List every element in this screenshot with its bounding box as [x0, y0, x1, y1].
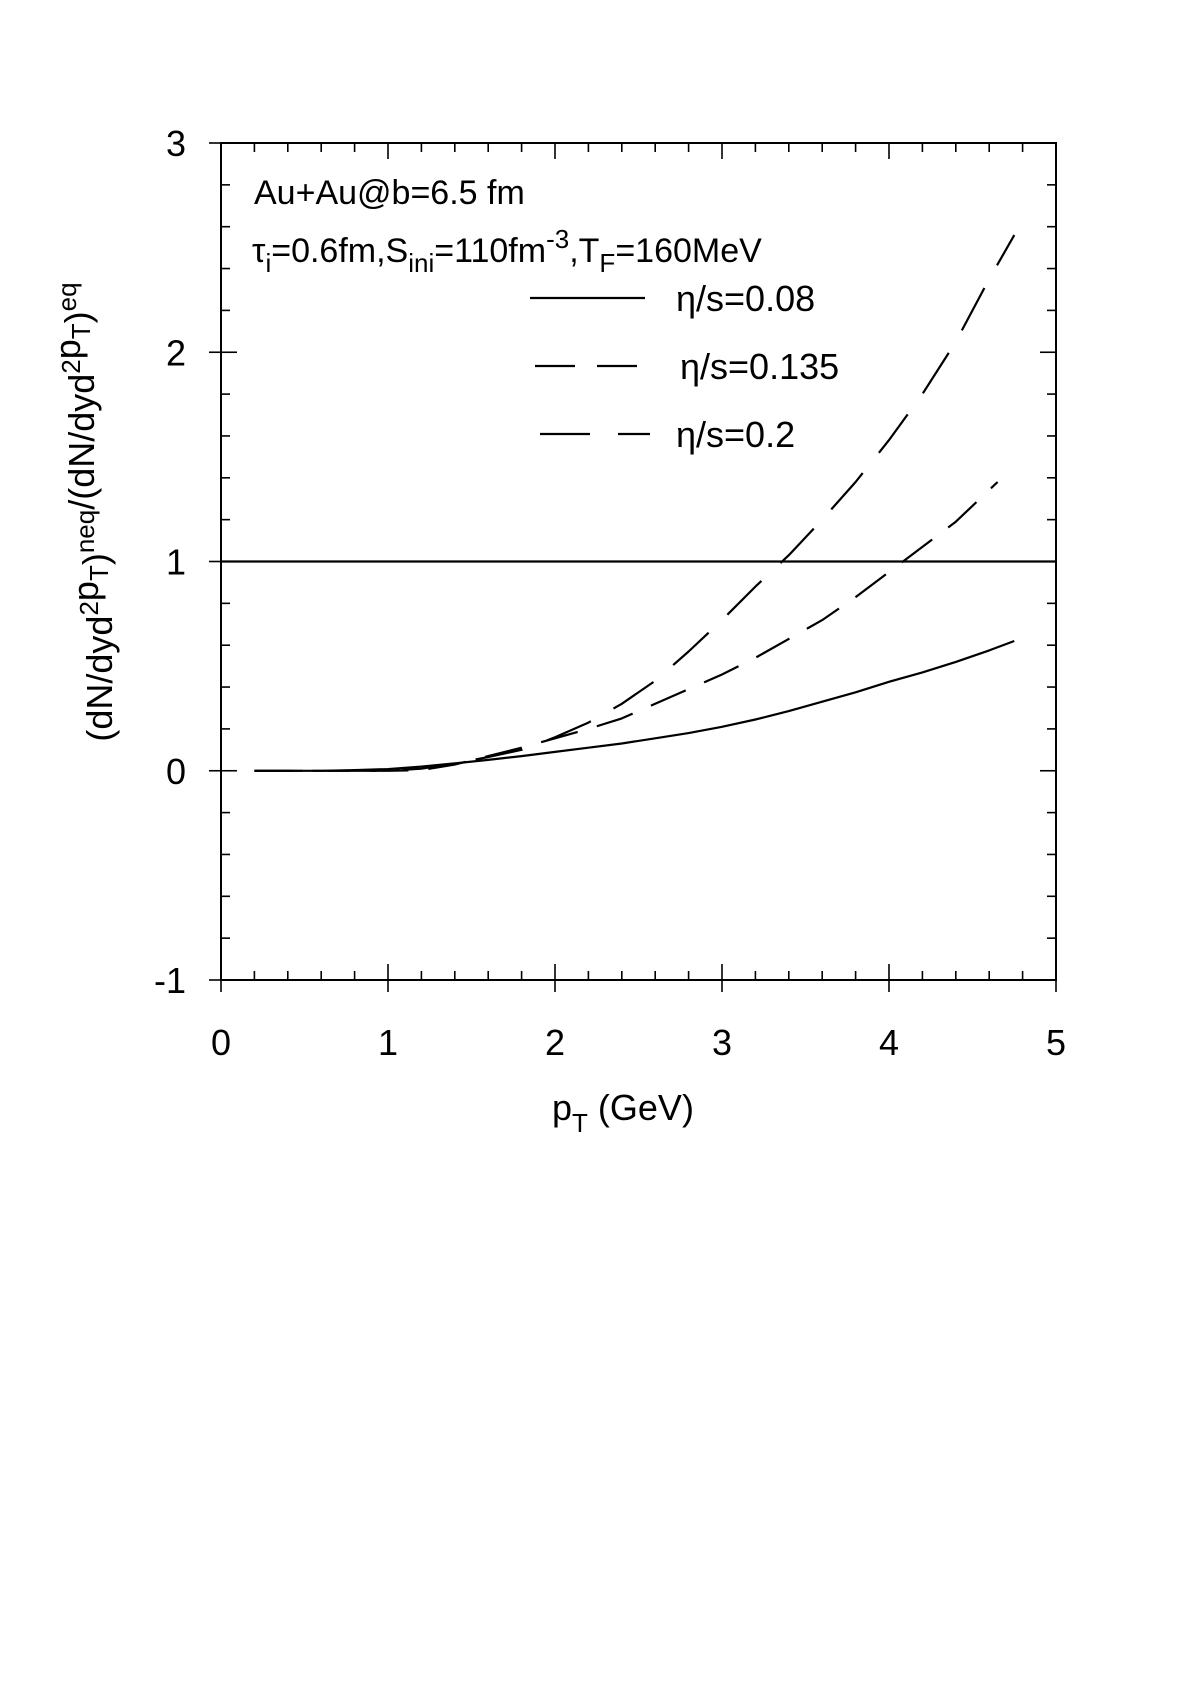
y-title-part-3: T: [84, 565, 114, 581]
legend: η/s=0.08 η/s=0.135 η/s=0.2: [530, 278, 839, 455]
y-title-part-0: (dN/dyd: [79, 616, 120, 742]
s-value-text: =110fm: [434, 232, 546, 270]
x-tick-label-4: 4: [879, 1022, 899, 1063]
tau-symbol: τ: [252, 232, 266, 270]
x-axis-title: pT (GeV): [552, 1087, 694, 1138]
y-title-part-10: ): [57, 311, 98, 323]
y-tick-label-2: 1: [166, 542, 186, 583]
x-title-main: p: [552, 1087, 572, 1128]
series-lines: [254, 234, 1016, 772]
s-subscript: ini: [408, 248, 434, 278]
y-tick-label-1: 0: [166, 751, 186, 792]
tick-labels: 0 1 2 3 4 5 -1 0 1 2 3: [154, 123, 1066, 1063]
y-title-part-8: p: [47, 339, 88, 359]
x-tick-label-0: 0: [211, 1022, 231, 1063]
tau-value-text: =0.6fm,S: [271, 232, 408, 270]
x-title-subscript: T: [572, 1108, 588, 1138]
y-tick-label-0: -1: [154, 960, 186, 1001]
x-tick-label-5: 5: [1046, 1022, 1066, 1063]
y-title-part-4: ): [75, 553, 116, 565]
s-unit-exponent: -3: [546, 224, 569, 254]
legend-label-0: η/s=0.08: [676, 278, 815, 319]
y-axis-title: (dN/dyd2pT)neq/(dN/dyd2pT)eq: [47, 282, 120, 741]
x-tick-label-2: 2: [545, 1022, 565, 1063]
t-value-text: =160MeV: [615, 232, 762, 270]
x-title-unit: (GeV): [588, 1087, 694, 1128]
t-subscript: F: [599, 248, 615, 278]
y-tick-label-4: 3: [166, 123, 186, 164]
annotation-parameters: τi=0.6fm,Sini=110fm-3,TF=160MeV: [252, 224, 762, 278]
tau-subscript: i: [265, 248, 271, 278]
series-line-2: [254, 234, 1016, 772]
y-tick-label-3: 2: [166, 332, 186, 373]
y-title-part-11: eq: [52, 282, 82, 311]
series-line-1: [254, 481, 999, 772]
y-title-part-6: /(dN/dyd: [61, 374, 102, 510]
y-title-part-9: T: [66, 323, 96, 339]
y-title-part-1: 2: [74, 601, 104, 615]
legend-label-1: η/s=0.135: [680, 346, 839, 387]
x-tick-label-3: 3: [712, 1022, 732, 1063]
t-text: ,T: [569, 232, 599, 270]
annotation-collision: Au+Au@b=6.5 fm: [254, 174, 525, 212]
series-line-0: [254, 639, 1015, 772]
ticks: [209, 142, 1057, 992]
legend-label-2: η/s=0.2: [676, 414, 795, 455]
y-title-part-2: p: [65, 581, 106, 601]
y-title-part-5: neq: [70, 510, 100, 553]
y-title-part-7: 2: [56, 359, 86, 373]
x-tick-label-1: 1: [378, 1022, 398, 1063]
